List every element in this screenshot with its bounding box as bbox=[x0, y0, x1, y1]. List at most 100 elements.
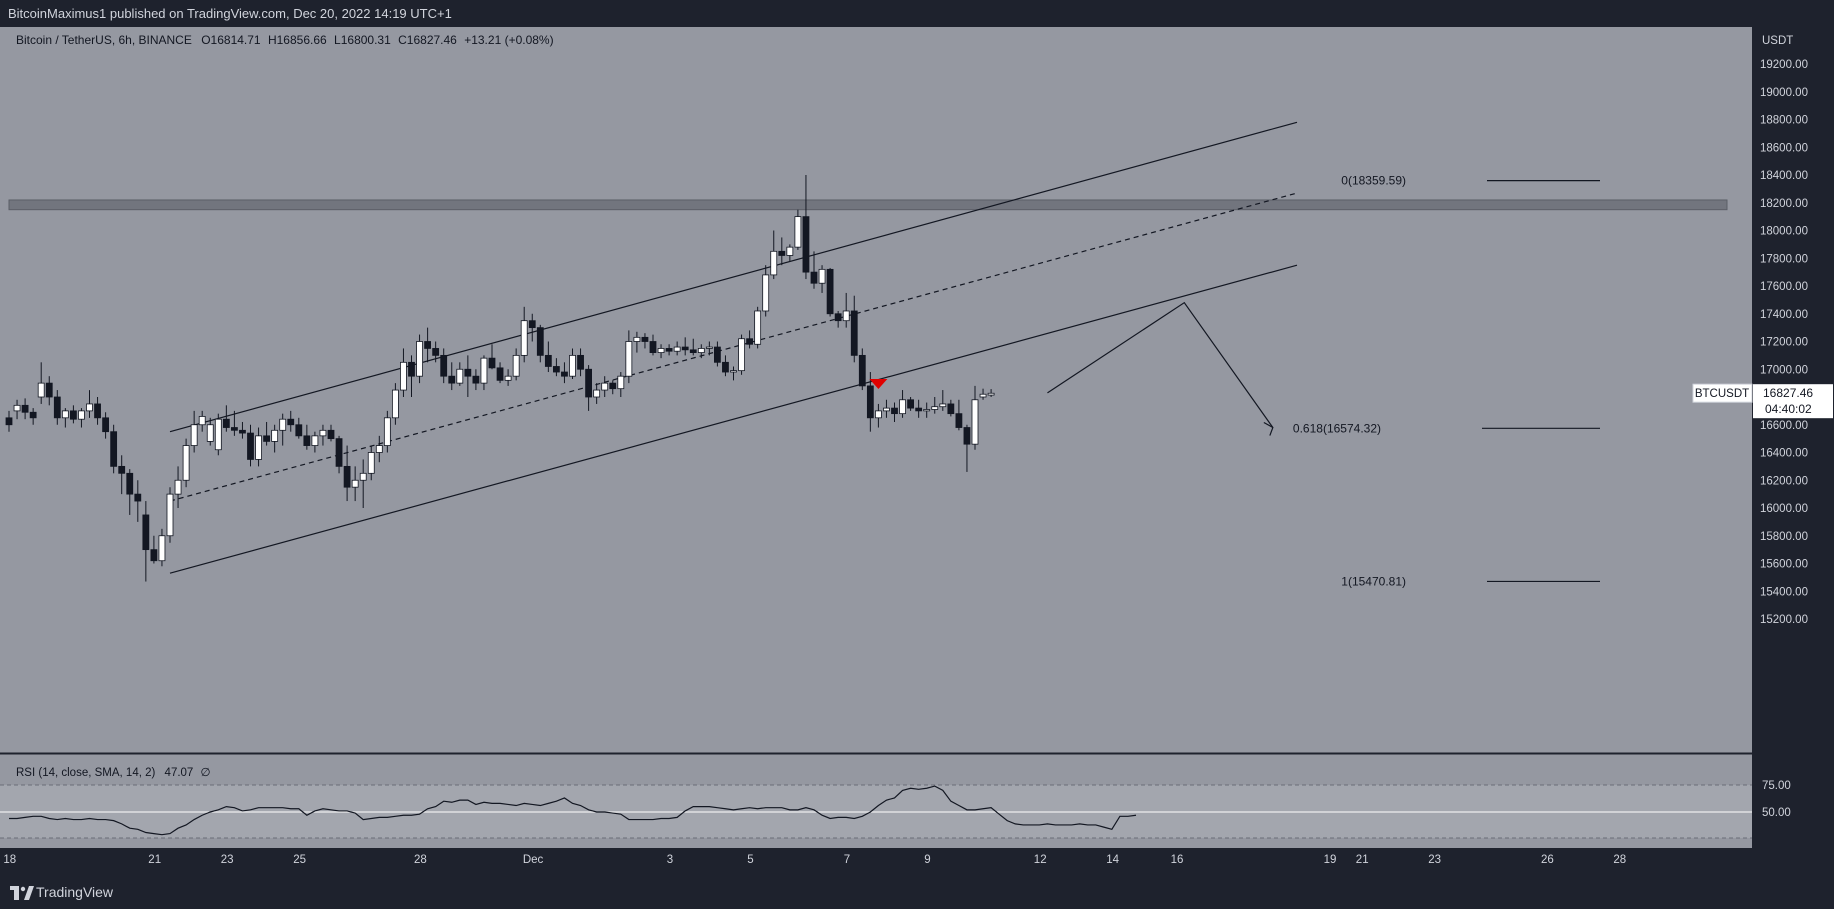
candle[interactable] bbox=[923, 402, 931, 418]
candle[interactable] bbox=[126, 469, 134, 515]
candle[interactable] bbox=[915, 399, 923, 418]
candle[interactable] bbox=[504, 369, 512, 386]
candle[interactable] bbox=[714, 341, 721, 367]
candle[interactable] bbox=[295, 417, 303, 439]
candle[interactable] bbox=[279, 413, 287, 446]
candle[interactable] bbox=[190, 410, 198, 453]
candle[interactable] bbox=[971, 385, 979, 450]
candle[interactable] bbox=[883, 399, 890, 418]
candle[interactable] bbox=[29, 408, 37, 425]
candle[interactable] bbox=[544, 341, 552, 373]
candle[interactable] bbox=[255, 427, 262, 467]
candle[interactable] bbox=[327, 424, 335, 442]
candle[interactable] bbox=[641, 333, 649, 349]
candle[interactable] bbox=[472, 369, 480, 391]
candle[interactable] bbox=[955, 399, 963, 431]
candle[interactable] bbox=[408, 355, 415, 397]
candle[interactable] bbox=[70, 405, 77, 424]
candle[interactable] bbox=[400, 348, 407, 397]
candle[interactable] bbox=[222, 405, 230, 432]
candle[interactable] bbox=[118, 455, 126, 495]
symbol-legend[interactable]: Bitcoin / TetherUS, 6h, BINANCE O16814.7… bbox=[16, 33, 554, 47]
rsi-legend[interactable]: RSI (14, close, SMA, 14, 2) 47.07 ∅ bbox=[16, 765, 211, 779]
candle[interactable] bbox=[424, 327, 432, 363]
candle[interactable] bbox=[786, 244, 794, 262]
candle[interactable] bbox=[778, 237, 786, 266]
candle[interactable] bbox=[198, 410, 206, 432]
candle[interactable] bbox=[230, 410, 238, 436]
candle[interactable] bbox=[5, 410, 13, 432]
candle[interactable] bbox=[78, 408, 85, 428]
candle[interactable] bbox=[287, 410, 295, 432]
candle[interactable] bbox=[214, 413, 222, 456]
candle[interactable] bbox=[94, 397, 101, 425]
candle[interactable] bbox=[440, 348, 448, 384]
candle[interactable] bbox=[561, 362, 568, 384]
candle[interactable] bbox=[150, 535, 158, 564]
candle[interactable] bbox=[609, 380, 617, 395]
candle[interactable] bbox=[625, 330, 633, 384]
candle[interactable] bbox=[617, 372, 625, 397]
candle[interactable] bbox=[939, 390, 947, 411]
candle[interactable] bbox=[585, 365, 592, 411]
candle[interactable] bbox=[681, 337, 689, 356]
candle[interactable] bbox=[569, 348, 576, 379]
candle[interactable] bbox=[754, 306, 762, 349]
candle[interactable] bbox=[174, 466, 182, 508]
candle[interactable] bbox=[142, 501, 150, 582]
candle[interactable] bbox=[899, 390, 906, 418]
candle[interactable] bbox=[432, 341, 440, 363]
candle[interactable] bbox=[206, 417, 214, 446]
candle[interactable] bbox=[593, 383, 601, 404]
candle[interactable] bbox=[536, 324, 544, 363]
candle[interactable] bbox=[488, 344, 496, 370]
candle[interactable] bbox=[13, 399, 21, 420]
candle[interactable] bbox=[697, 344, 705, 359]
candle[interactable] bbox=[673, 341, 681, 356]
candle[interactable] bbox=[110, 424, 118, 474]
candle[interactable] bbox=[512, 348, 520, 381]
channel-middle-line[interactable] bbox=[169, 192, 1298, 502]
candle[interactable] bbox=[553, 358, 560, 377]
candle[interactable] bbox=[866, 372, 874, 432]
candle[interactable] bbox=[375, 435, 383, 463]
candle[interactable] bbox=[480, 355, 488, 391]
candle[interactable] bbox=[818, 265, 826, 293]
candle[interactable] bbox=[657, 344, 665, 359]
candle[interactable] bbox=[738, 334, 745, 375]
last-price-tag[interactable] bbox=[1753, 384, 1833, 419]
candle[interactable] bbox=[303, 424, 311, 450]
candle[interactable] bbox=[730, 366, 737, 381]
candle[interactable] bbox=[746, 330, 753, 349]
candle[interactable] bbox=[496, 362, 504, 384]
candle[interactable] bbox=[834, 310, 842, 328]
time-axis[interactable] bbox=[0, 848, 1834, 878]
candle[interactable] bbox=[416, 334, 423, 384]
price-pane[interactable] bbox=[0, 27, 1752, 753]
candle[interactable] bbox=[963, 424, 971, 472]
price-axis[interactable] bbox=[1752, 27, 1834, 848]
candle[interactable] bbox=[858, 348, 866, 391]
candle[interactable] bbox=[907, 397, 914, 411]
candle[interactable] bbox=[528, 313, 536, 342]
candle[interactable] bbox=[947, 399, 955, 417]
candle[interactable] bbox=[359, 459, 367, 508]
resistance-zone[interactable] bbox=[8, 199, 1728, 211]
candle[interactable] bbox=[987, 389, 995, 397]
candle[interactable] bbox=[722, 355, 729, 377]
candle[interactable] bbox=[311, 431, 319, 453]
candle[interactable] bbox=[351, 466, 359, 502]
candle[interactable] bbox=[21, 398, 29, 420]
candle[interactable] bbox=[810, 251, 818, 289]
candle[interactable] bbox=[367, 445, 375, 481]
candle[interactable] bbox=[86, 390, 93, 418]
candle[interactable] bbox=[37, 362, 45, 404]
channel-upper-line[interactable] bbox=[169, 121, 1298, 433]
candle[interactable] bbox=[343, 445, 351, 502]
candle[interactable] bbox=[61, 408, 69, 428]
candle[interactable] bbox=[601, 376, 609, 397]
candle[interactable] bbox=[665, 344, 673, 356]
candle[interactable] bbox=[456, 362, 464, 386]
candle[interactable] bbox=[45, 376, 53, 406]
candle[interactable] bbox=[53, 390, 61, 425]
